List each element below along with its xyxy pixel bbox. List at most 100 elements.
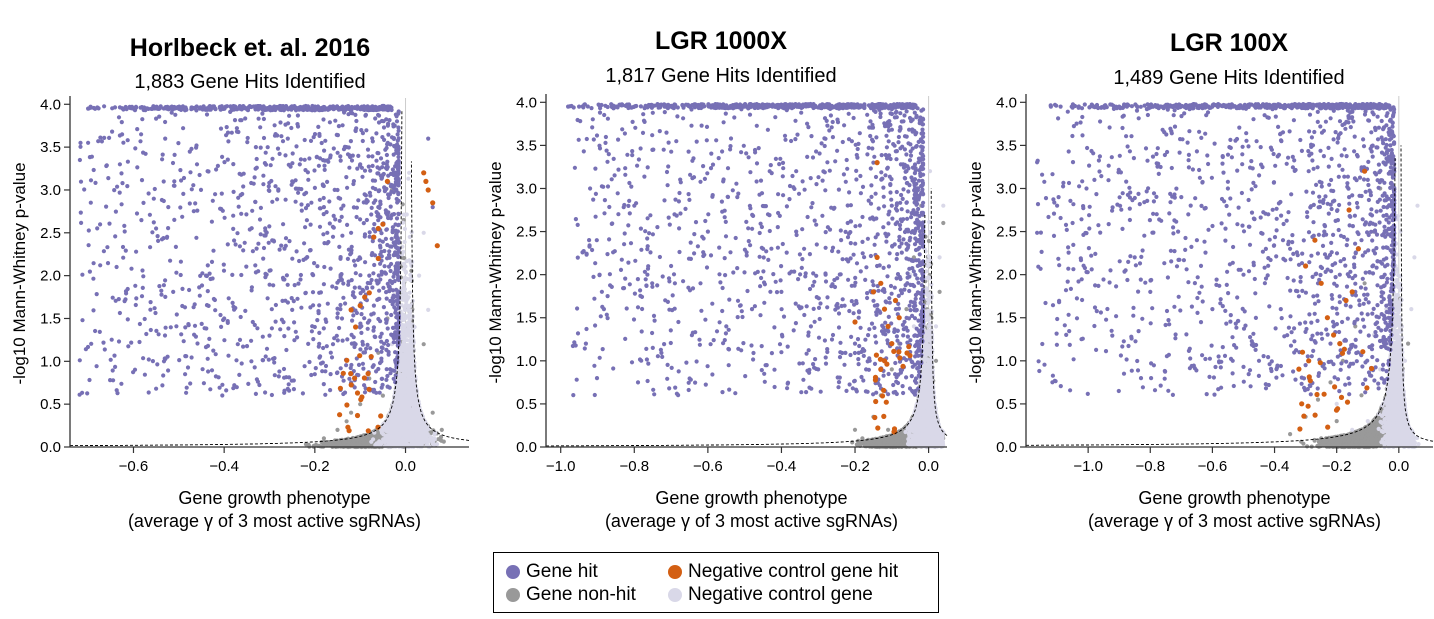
data-point-negative-control-hit xyxy=(345,424,351,430)
data-point xyxy=(96,139,101,144)
data-point xyxy=(99,139,104,144)
data-point xyxy=(276,188,281,193)
data-point xyxy=(174,312,179,317)
data-point xyxy=(140,117,145,122)
data-point xyxy=(197,172,202,178)
data-point xyxy=(405,376,410,382)
data-point xyxy=(382,185,387,190)
data-point xyxy=(322,264,327,270)
data-point xyxy=(354,118,359,124)
data-point xyxy=(236,204,241,209)
data-point xyxy=(404,428,409,433)
data-point xyxy=(406,372,412,377)
data-point xyxy=(374,131,379,136)
data-point xyxy=(381,285,386,290)
data-point xyxy=(201,381,206,386)
data-point xyxy=(221,268,227,273)
data-point xyxy=(141,200,146,205)
data-point xyxy=(401,267,406,272)
data-point xyxy=(407,234,412,240)
data-point xyxy=(383,317,389,322)
data-point xyxy=(375,165,380,170)
data-point xyxy=(399,348,404,353)
y-tick-label: 3.5 xyxy=(40,139,61,156)
data-point xyxy=(363,112,368,117)
data-point xyxy=(385,281,390,286)
data-point-negative-control-hit xyxy=(371,234,377,240)
data-point xyxy=(133,283,138,288)
y-tick-label: 1.0 xyxy=(40,353,61,370)
data-point xyxy=(386,121,391,126)
data-point xyxy=(315,318,320,323)
data-point xyxy=(121,255,126,260)
data-point xyxy=(349,230,354,235)
data-point xyxy=(405,435,410,440)
data-point xyxy=(181,175,187,181)
data-point xyxy=(272,123,277,128)
data-point xyxy=(245,108,251,113)
data-point xyxy=(178,272,183,278)
data-point xyxy=(404,405,409,410)
data-point xyxy=(386,173,391,178)
data-point xyxy=(269,392,274,398)
data-point xyxy=(206,303,211,308)
data-point xyxy=(278,120,283,125)
data-point xyxy=(282,277,287,282)
data-point xyxy=(250,208,255,213)
data-point xyxy=(335,315,340,320)
chart-title: LGR 1000X xyxy=(655,27,787,55)
data-point xyxy=(399,416,404,421)
data-point xyxy=(311,337,316,342)
data-point xyxy=(396,166,401,171)
data-point xyxy=(364,128,369,133)
data-point xyxy=(371,328,376,333)
data-point xyxy=(279,243,284,248)
data-point xyxy=(234,358,239,363)
data-point xyxy=(205,263,210,268)
data-point xyxy=(317,341,322,346)
data-point xyxy=(376,218,381,223)
data-point xyxy=(389,135,395,140)
data-point xyxy=(249,104,254,110)
data-point xyxy=(387,249,392,254)
data-point xyxy=(321,195,326,201)
data-point xyxy=(262,106,267,111)
data-point xyxy=(233,242,238,247)
data-point-negative-control-hit xyxy=(430,200,436,206)
data-point xyxy=(238,118,243,123)
data-point xyxy=(246,381,251,386)
data-point xyxy=(176,106,181,111)
data-point xyxy=(394,119,400,124)
data-point xyxy=(383,271,388,276)
data-point xyxy=(360,287,365,292)
data-point xyxy=(361,366,366,371)
data-point xyxy=(211,296,216,302)
data-point xyxy=(150,230,155,235)
data-point xyxy=(317,156,323,161)
data-point xyxy=(86,243,91,248)
data-point-negative-control-hit xyxy=(366,386,372,392)
data-point xyxy=(293,199,298,204)
data-point xyxy=(349,410,354,415)
data-point xyxy=(396,146,401,151)
data-point xyxy=(277,369,282,374)
data-point xyxy=(394,175,399,181)
data-point xyxy=(168,325,173,330)
data-point xyxy=(173,112,178,117)
data-point xyxy=(407,331,412,336)
data-point xyxy=(395,343,400,348)
data-point xyxy=(106,176,111,181)
data-point xyxy=(219,191,224,196)
data-point xyxy=(180,214,185,219)
data-point xyxy=(407,290,412,295)
data-point xyxy=(249,338,254,343)
data-point xyxy=(88,200,93,205)
data-point xyxy=(123,248,128,253)
data-point xyxy=(144,331,149,337)
data-point xyxy=(110,129,115,134)
data-point xyxy=(316,163,321,168)
data-point xyxy=(284,375,289,380)
data-point xyxy=(402,307,407,312)
data-point xyxy=(263,228,268,233)
data-point xyxy=(318,361,324,366)
